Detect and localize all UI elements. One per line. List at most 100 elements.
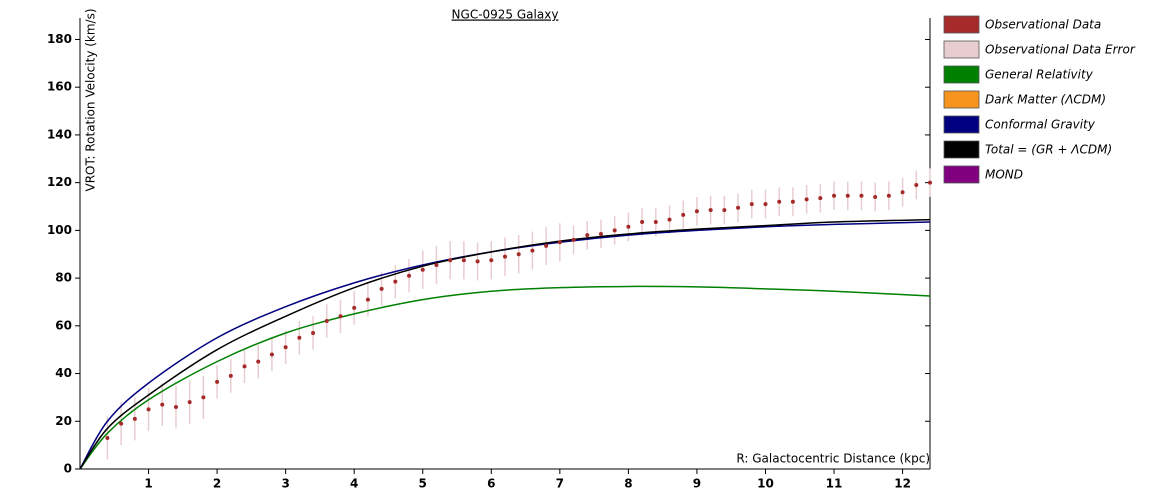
- legend-swatch: [943, 65, 980, 84]
- legend-swatch: [943, 140, 980, 159]
- data-point: [845, 193, 850, 198]
- legend-label: Conformal Gravity: [985, 118, 1096, 132]
- data-point: [516, 252, 521, 257]
- data-point: [612, 228, 617, 233]
- data-point: [640, 220, 645, 225]
- legend-swatch: [943, 115, 980, 134]
- data-point: [283, 345, 288, 350]
- data-point: [434, 262, 439, 267]
- data-point: [914, 183, 919, 188]
- data-point: [749, 202, 754, 207]
- data-point: [475, 259, 480, 264]
- y-tick-label: 140: [47, 127, 72, 141]
- chart-title: NGC-0925 Galaxy: [452, 8, 559, 22]
- x-tick-label: 4: [350, 477, 358, 491]
- data-point: [352, 305, 357, 310]
- model-curve: [79, 285, 931, 470]
- data-point: [763, 202, 768, 207]
- data-point: [928, 180, 932, 185]
- data-point: [420, 267, 425, 272]
- data-point: [365, 297, 370, 302]
- data-point: [859, 193, 864, 198]
- legend-swatch: [943, 165, 980, 184]
- y-tick-label: 160: [47, 80, 72, 94]
- legend-label: MOND: [985, 168, 1023, 182]
- data-point: [736, 205, 741, 210]
- data-point: [681, 212, 686, 217]
- x-tick-label: 12: [894, 477, 911, 491]
- y-tick-label: 180: [47, 32, 72, 46]
- x-tick-label: 5: [419, 477, 427, 491]
- x-tick-label: 7: [556, 477, 564, 491]
- data-point: [132, 416, 137, 421]
- data-point: [448, 258, 453, 263]
- data-point: [557, 240, 562, 245]
- data-point: [269, 352, 274, 357]
- data-point: [256, 359, 261, 364]
- data-point: [777, 199, 782, 204]
- y-tick-label: 0: [64, 462, 72, 476]
- data-point: [324, 319, 329, 324]
- x-tick-label: 6: [487, 477, 495, 491]
- data-point: [461, 258, 466, 263]
- legend-label: Total = (GR + ΛCDM): [985, 143, 1112, 157]
- data-point: [379, 286, 384, 291]
- y-tick-label: 20: [55, 414, 72, 428]
- data-point: [311, 330, 316, 335]
- data-point: [818, 196, 823, 201]
- data-point: [804, 197, 809, 202]
- x-tick-label: 10: [757, 477, 774, 491]
- data-point: [694, 209, 699, 214]
- y-axis-label: VROT: Rotation Velocity (km/s): [84, 8, 98, 191]
- data-point: [585, 233, 590, 238]
- legend-swatch: [943, 40, 980, 59]
- legend-swatch: [943, 15, 980, 34]
- data-point: [187, 400, 192, 405]
- data-point: [598, 231, 603, 236]
- data-point: [832, 193, 837, 198]
- data-point: [173, 404, 178, 409]
- data-point: [900, 190, 905, 195]
- data-point: [790, 199, 795, 204]
- x-axis-label: R: Galactocentric Distance (kpc): [736, 452, 930, 466]
- data-point: [201, 395, 206, 400]
- x-tick-label: 11: [826, 477, 843, 491]
- data-point: [119, 421, 124, 426]
- y-tick-label: 60: [55, 318, 72, 332]
- data-point: [393, 279, 398, 284]
- data-point: [503, 254, 507, 259]
- y-tick-label: 120: [47, 175, 72, 189]
- data-point: [489, 258, 494, 263]
- data-point: [571, 237, 576, 242]
- y-tick-label: 40: [55, 366, 72, 380]
- data-point: [667, 217, 672, 222]
- data-point: [215, 379, 220, 384]
- y-tick-label: 80: [55, 271, 72, 285]
- data-point: [105, 435, 110, 440]
- data-point: [722, 208, 727, 213]
- data-point: [297, 335, 302, 340]
- data-point: [708, 208, 713, 213]
- model-curve: [79, 218, 931, 470]
- data-point: [530, 248, 535, 253]
- data-point: [407, 273, 412, 278]
- data-point: [146, 407, 151, 412]
- y-tick-label: 100: [47, 223, 72, 237]
- data-point: [242, 364, 247, 369]
- data-point: [873, 194, 878, 199]
- x-tick-label: 9: [693, 477, 701, 491]
- legend-label: Observational Data Error: [985, 43, 1136, 57]
- legend-swatch: [943, 90, 980, 109]
- x-tick-label: 8: [624, 477, 632, 491]
- legend-label: Dark Matter (ΛCDM): [985, 93, 1106, 107]
- data-point: [653, 220, 658, 225]
- legend-label: Observational Data: [985, 18, 1101, 32]
- data-point: [886, 193, 891, 198]
- x-tick-label: 2: [213, 477, 221, 491]
- x-tick-label: 1: [144, 477, 152, 491]
- data-point: [160, 402, 165, 407]
- data-point: [544, 243, 549, 248]
- data-point: [338, 314, 343, 319]
- x-tick-label: 3: [281, 477, 289, 491]
